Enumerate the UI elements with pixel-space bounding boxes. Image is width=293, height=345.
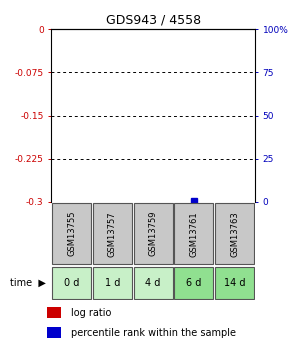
Bar — [174, 203, 213, 264]
Text: GSM13757: GSM13757 — [108, 211, 117, 257]
Text: GSM13761: GSM13761 — [189, 211, 198, 257]
Text: percentile rank within the sample: percentile rank within the sample — [71, 328, 236, 338]
Bar — [47, 327, 61, 338]
Text: 14 d: 14 d — [224, 278, 245, 288]
Bar — [174, 267, 213, 299]
Title: GDS943 / 4558: GDS943 / 4558 — [105, 14, 201, 27]
Text: log ratio: log ratio — [71, 308, 112, 318]
Bar — [52, 267, 91, 299]
Bar — [52, 203, 91, 264]
Text: GSM13755: GSM13755 — [67, 211, 76, 256]
Text: time  ▶: time ▶ — [10, 278, 45, 288]
Bar — [215, 267, 254, 299]
Text: 6 d: 6 d — [186, 278, 202, 288]
Bar — [215, 203, 254, 264]
Bar — [93, 267, 132, 299]
Text: 4 d: 4 d — [145, 278, 161, 288]
Text: 1 d: 1 d — [105, 278, 120, 288]
Bar — [134, 267, 173, 299]
Bar — [134, 203, 173, 264]
Text: GSM13763: GSM13763 — [230, 211, 239, 257]
Bar — [47, 307, 61, 318]
Bar — [93, 203, 132, 264]
Text: 0 d: 0 d — [64, 278, 79, 288]
Text: GSM13759: GSM13759 — [149, 211, 158, 256]
